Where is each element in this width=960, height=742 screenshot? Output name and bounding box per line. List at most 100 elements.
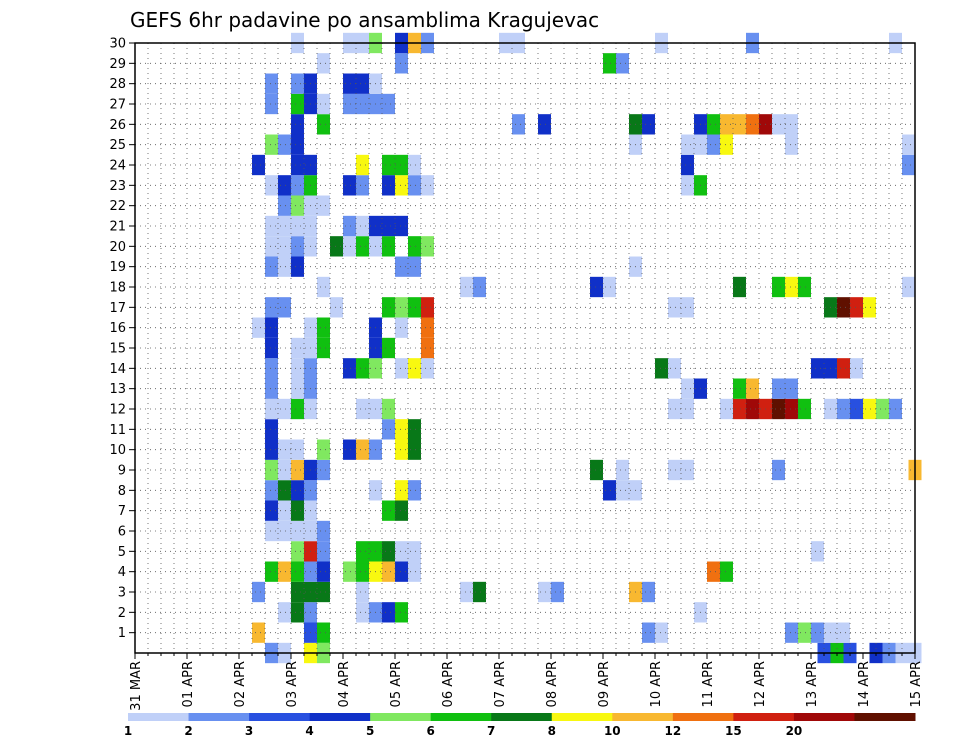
- precip-cell: [681, 459, 694, 481]
- x-tick-label: 08 APR: [545, 661, 560, 707]
- precip-cell: [330, 236, 343, 257]
- precip-cell: [382, 561, 395, 582]
- x-tick-label: 15 APR: [909, 661, 924, 707]
- precip-cell: [291, 500, 304, 521]
- precip-cell: [278, 134, 291, 155]
- precip-cell: [291, 134, 304, 155]
- y-tick-label: 15: [109, 342, 126, 357]
- precip-cell: [798, 398, 811, 420]
- colorbar-swatch: [733, 713, 795, 721]
- y-tick-label: 16: [109, 321, 126, 336]
- precip-cell: [265, 561, 278, 582]
- precip-cell: [265, 480, 278, 501]
- precip-cell: [317, 459, 330, 481]
- precip-cell: [278, 256, 291, 277]
- colorbar-swatch: [551, 713, 613, 721]
- precip-cell: [382, 419, 395, 440]
- precip-cell: [785, 114, 798, 135]
- y-axis-ticks: 1234567891011121314151617181920212223242…: [109, 37, 135, 641]
- precip-cell: [278, 439, 291, 460]
- precip-cell: [408, 419, 421, 440]
- gridlines: [135, 42, 915, 653]
- precip-cell: [291, 73, 304, 94]
- precip-cell: [343, 236, 356, 257]
- precip-cell: [811, 358, 824, 379]
- y-tick-label: 8: [118, 484, 126, 499]
- precip-cell: [382, 337, 395, 359]
- precip-cell: [395, 602, 408, 623]
- precip-cell: [460, 276, 473, 298]
- precip-cell: [772, 398, 785, 420]
- precip-cell: [681, 297, 694, 318]
- precip-cell: [356, 581, 369, 603]
- precip-cell: [278, 561, 291, 582]
- precip-cell: [408, 480, 421, 501]
- precip-cell: [408, 154, 421, 176]
- precip-cell: [291, 154, 304, 176]
- precip-cell: [291, 114, 304, 135]
- precip-cell: [642, 622, 655, 643]
- precip-cell: [317, 541, 330, 562]
- precip-cell: [395, 358, 408, 379]
- precip-cells: [252, 32, 922, 664]
- precip-cell: [356, 439, 369, 460]
- precip-cell: [590, 459, 603, 481]
- precip-cell: [395, 297, 408, 318]
- precip-cell: [837, 297, 850, 318]
- colorbar-swatch: [370, 713, 432, 721]
- x-tick-label: 10 APR: [649, 661, 664, 707]
- precip-cell: [421, 337, 434, 359]
- precip-cell: [252, 154, 265, 176]
- y-tick-label: 6: [118, 525, 126, 540]
- precip-cell: [421, 297, 434, 318]
- precip-cell: [785, 134, 798, 155]
- colorbar: 1 2 3 4 5 6 7 8 10 12 15 20: [124, 713, 916, 738]
- precip-cell: [356, 154, 369, 176]
- x-tick-label: 02 APR: [233, 661, 248, 707]
- precip-cell: [460, 581, 473, 603]
- precip-cell: [317, 581, 330, 603]
- precip-cell: [330, 297, 343, 318]
- colorbar-tick-label: 12: [664, 724, 681, 738]
- precip-cell: [356, 175, 369, 196]
- precip-cell: [746, 398, 759, 420]
- precip-cell: [278, 480, 291, 501]
- precip-cell: [876, 398, 889, 420]
- precip-cell: [850, 297, 863, 318]
- precip-cell: [837, 622, 850, 643]
- precip-cell: [278, 175, 291, 196]
- precip-cell: [785, 276, 798, 298]
- precip-cell: [291, 602, 304, 623]
- y-tick-label: 27: [109, 98, 126, 113]
- precip-cell: [473, 276, 486, 298]
- precip-cell: [837, 358, 850, 379]
- precip-cell: [265, 215, 278, 237]
- precip-cell: [421, 236, 434, 257]
- precip-cell: [902, 276, 915, 298]
- precip-cell: [278, 195, 291, 216]
- precip-cell: [278, 520, 291, 542]
- precip-cell: [772, 459, 785, 481]
- precip-cell: [473, 581, 486, 603]
- precip-cell: [902, 154, 915, 176]
- y-tick-label: 22: [109, 199, 126, 214]
- precip-cell: [720, 398, 733, 420]
- precip-cell: [395, 256, 408, 277]
- precip-cell: [343, 561, 356, 582]
- precip-cell: [291, 480, 304, 501]
- precip-cell: [252, 581, 265, 603]
- precip-cell: [551, 581, 564, 603]
- precip-cell: [317, 561, 330, 582]
- precip-cell: [265, 520, 278, 542]
- precip-cell: [616, 480, 629, 501]
- precip-cell: [356, 236, 369, 257]
- precip-cell: [395, 500, 408, 521]
- precip-cell: [642, 114, 655, 135]
- precip-cell: [265, 419, 278, 440]
- precip-cell: [317, 195, 330, 216]
- x-tick-label: 06 APR: [441, 661, 456, 707]
- precip-cell: [356, 541, 369, 562]
- precip-cell: [720, 561, 733, 582]
- precip-cell: [681, 175, 694, 196]
- precip-cell: [408, 561, 421, 582]
